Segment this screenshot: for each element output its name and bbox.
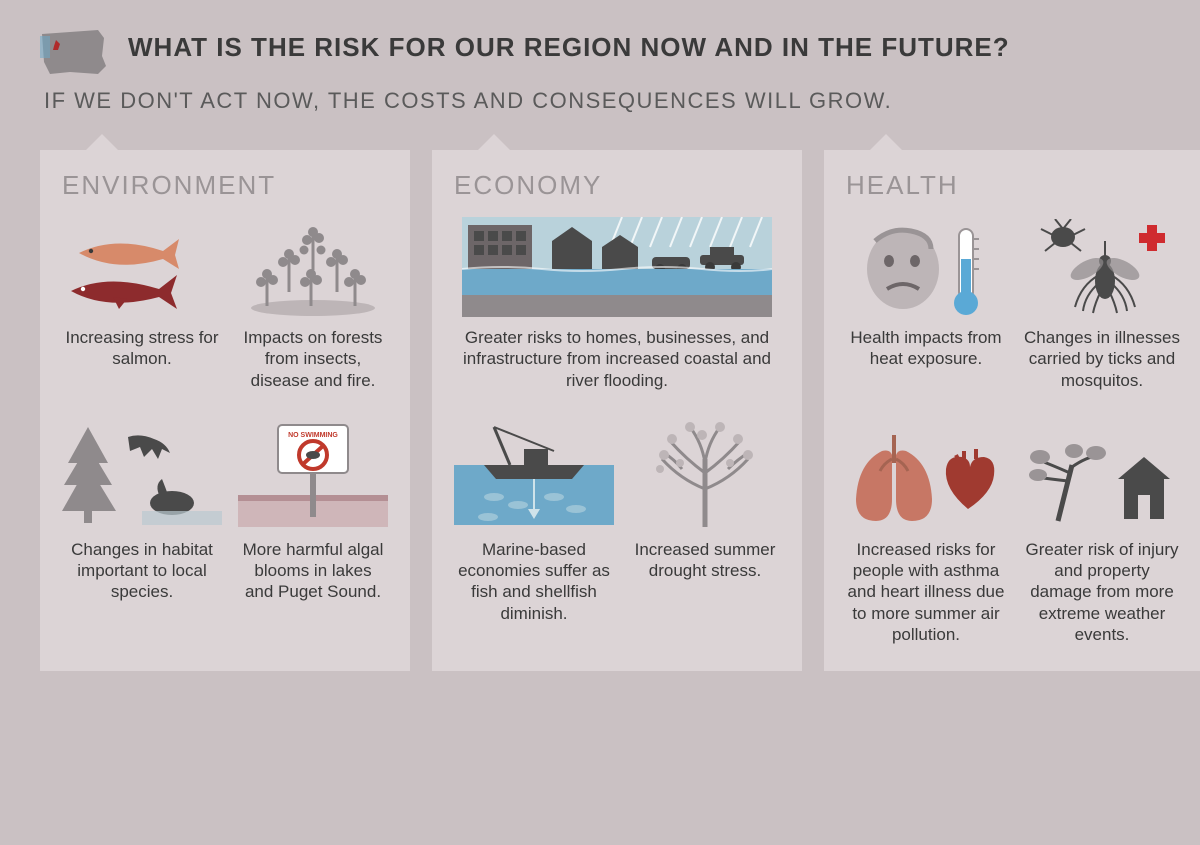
- item-text: Impacts on forests from insects, disease…: [238, 327, 388, 391]
- mosquito-icon: [1022, 219, 1182, 317]
- header: WHAT IS THE RISK FOR OUR REGION NOW AND …: [40, 28, 1160, 76]
- svg-text:NO SWIMMING: NO SWIMMING: [288, 432, 338, 439]
- item-text: More harmful algal blooms in lakes and P…: [238, 539, 388, 603]
- heat-face-icon: [846, 219, 1006, 317]
- fishing-boat-icon: [454, 419, 614, 529]
- item-storm: Greater risk of injury and property dama…: [1022, 419, 1182, 645]
- page-subtitle: IF WE DON'T ACT NOW, THE COSTS AND CONSE…: [44, 88, 1160, 114]
- flooding-icon: [454, 219, 780, 317]
- item-text: Changes in habitat important to local sp…: [62, 539, 222, 603]
- item-habitat: Changes in habitat important to local sp…: [62, 419, 222, 603]
- item-text: Greater risk of injury and property dama…: [1022, 539, 1182, 645]
- panel-title: HEALTH: [846, 170, 1182, 201]
- item-lungs: Increased risks for people with asthma a…: [846, 419, 1006, 645]
- lungs-heart-icon: [846, 419, 1006, 529]
- item-algae: NO SWIMMING More harmful algal blooms in…: [238, 419, 388, 603]
- item-salmon: Increasing stress for salmon.: [62, 219, 222, 391]
- item-text: Changes in illnesses carried by ticks an…: [1022, 327, 1182, 391]
- salmon-icon: [62, 219, 222, 317]
- item-mosquito: Changes in illnesses carried by ticks an…: [1022, 219, 1182, 391]
- item-text: Health impacts from heat exposure.: [846, 327, 1006, 370]
- panel-title: ECONOMY: [454, 170, 780, 201]
- item-heat: Health impacts from heat exposure.: [846, 219, 1006, 391]
- item-flooding: Greater risks to homes, businesses, and …: [454, 219, 780, 391]
- item-text: Increased summer drought stress.: [630, 539, 780, 582]
- drought-tree-icon: [630, 419, 780, 529]
- item-text: Greater risks to homes, businesses, and …: [454, 327, 780, 391]
- page-title: WHAT IS THE RISK FOR OUR REGION NOW AND …: [128, 32, 1010, 63]
- panels-row: ENVIRONMENT I: [40, 150, 1160, 671]
- algae-sign-icon: NO SWIMMING: [238, 419, 388, 529]
- forest-icon: [238, 219, 388, 317]
- panel-economy: ECONOMY: [432, 150, 802, 671]
- item-text: Increased risks for people with asthma a…: [846, 539, 1006, 645]
- storm-house-icon: [1022, 419, 1182, 529]
- washington-state-icon: [40, 28, 110, 76]
- item-marine: Marine-based economies suffer as fish an…: [454, 419, 614, 624]
- item-text: Increasing stress for salmon.: [62, 327, 222, 370]
- item-forests: Impacts on forests from insects, disease…: [238, 219, 388, 391]
- habitat-icon: [62, 419, 222, 529]
- item-text: Marine-based economies suffer as fish an…: [454, 539, 614, 624]
- panel-environment: ENVIRONMENT I: [40, 150, 410, 671]
- panel-title: ENVIRONMENT: [62, 170, 388, 201]
- item-drought: Increased summer drought stress.: [630, 419, 780, 624]
- panel-health: HEALTH Health impacts f: [824, 150, 1200, 671]
